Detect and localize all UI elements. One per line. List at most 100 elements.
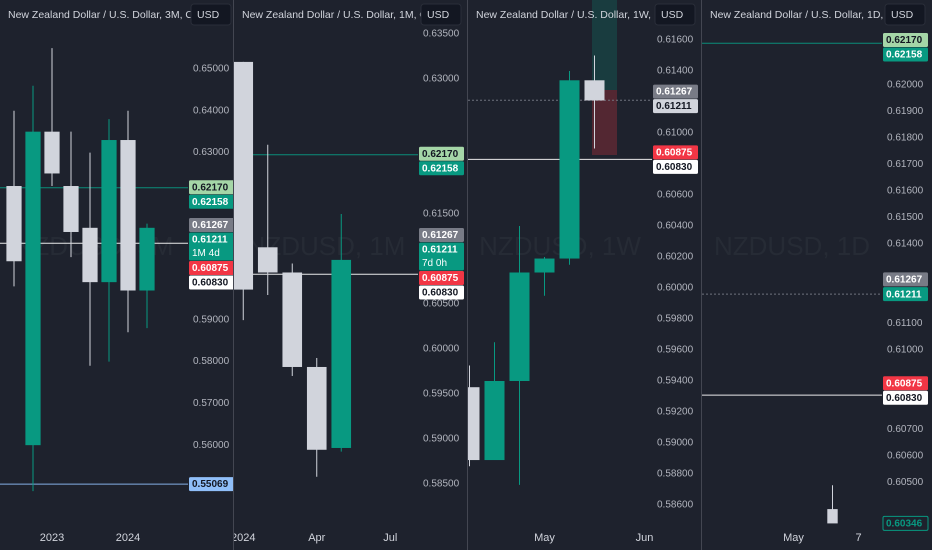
price-badge-label: 0.60875 [656, 148, 693, 159]
price-badge [883, 390, 928, 405]
y-tick-label: 0.59400 [657, 376, 694, 387]
currency-label: USD [427, 9, 450, 21]
currency-button [654, 3, 696, 26]
y-tick-label: 0.59800 [657, 314, 694, 325]
candle-body [509, 272, 530, 382]
y-tick-label: 0.61000 [887, 345, 924, 356]
chart-panel: NZDUSD, 1W May Jun 0.58600 0.58800 0.59000 0.5… [468, 0, 698, 544]
y-tick-label: 0.58000 [193, 356, 230, 367]
price-badge-label: 0.61211 [656, 101, 692, 112]
price-badge [653, 145, 698, 160]
chart-title: New Zealand Dollar / U.S. Dollar, 3M, O [8, 9, 194, 21]
y-tick-label: 0.59000 [193, 314, 230, 325]
y-tick-label: 0.58800 [657, 469, 694, 480]
price-badge [653, 159, 698, 174]
y-tick-label: 0.61400 [887, 239, 924, 250]
chart-panel: NZDUSD, 1D May 7 0.60500 0.60600 0.60700 0.610… [702, 3, 929, 544]
countdown-label: 7d 0h [422, 258, 447, 269]
y-tick-label: 0.65000 [193, 64, 230, 75]
candle-body [234, 61, 254, 290]
y-tick-label: 0.61100 [887, 318, 923, 329]
x-tick-label: May [534, 532, 555, 544]
price-badge [883, 376, 928, 391]
currency-label: USD [891, 9, 914, 21]
price-badge [189, 232, 233, 261]
candle-body [584, 80, 605, 101]
price-badge-label: 0.61211 [422, 245, 458, 256]
y-tick-label: 0.60500 [887, 477, 924, 488]
y-tick-label: 0.61500 [887, 212, 924, 223]
y-tick-label: 0.60000 [423, 344, 460, 355]
price-badge-label: 0.60830 [656, 162, 693, 173]
y-tick-label: 0.61900 [887, 106, 924, 117]
y-tick-label: 0.59000 [657, 438, 694, 449]
currency-button [884, 3, 926, 26]
candle-body [827, 509, 838, 524]
price-badge-label: 0.60875 [192, 263, 229, 274]
price-badge [653, 99, 698, 114]
y-tick-label: 0.63000 [193, 147, 230, 158]
chart-panel: NZDUSD, 1M 2024 Apr Jul 0.58500 0.59000 0.5950… [234, 3, 464, 544]
y-tick-label: 0.64000 [193, 105, 230, 116]
y-tick-label: 0.61600 [657, 35, 694, 46]
x-tick-label: Jul [383, 532, 397, 544]
candle-body [44, 131, 60, 174]
price-badge [189, 261, 233, 276]
y-tick-label: 0.61000 [657, 128, 694, 139]
y-tick-label: 0.60200 [657, 252, 694, 263]
x-tick-label: 2024 [234, 532, 255, 544]
price-badge-label: 0.62158 [886, 50, 923, 61]
x-tick-label: 2023 [40, 532, 64, 544]
panel-separator [701, 0, 702, 550]
candle-body [63, 186, 79, 232]
x-tick-label: 7 [855, 532, 861, 544]
y-tick-label: 0.60000 [657, 283, 694, 294]
price-badge [419, 285, 464, 300]
price-badge-label: 0.61267 [886, 274, 923, 285]
price-badge [419, 270, 464, 285]
candle-body [120, 140, 136, 291]
price-badge [419, 227, 464, 242]
candle-body [101, 140, 117, 283]
chart-title: New Zealand Dollar / U.S. Dollar, 1M, O [242, 9, 428, 21]
price-badge [189, 477, 233, 492]
currency-button [190, 3, 232, 26]
plot-area: NZDUSD, 1M [234, 61, 418, 477]
y-tick-label: 0.60600 [657, 190, 694, 201]
y-tick-label: 0.63000 [423, 74, 460, 85]
chart-panel: NZDUSD, 3M 2023 2024 0.56000 0.57000 0.58000 0… [0, 3, 233, 544]
currency-label: USD [661, 9, 684, 21]
price-badge [419, 242, 464, 271]
y-tick-label: 0.61800 [887, 133, 924, 144]
candle-body [282, 272, 303, 367]
candle-body [257, 247, 278, 273]
price-badge-label: 0.60830 [422, 288, 459, 299]
candle-body [25, 131, 41, 446]
y-tick-label: 0.62000 [887, 80, 924, 91]
price-badge-label: 0.55069 [192, 479, 229, 490]
price-badge [189, 180, 233, 195]
price-badge [189, 275, 233, 290]
price-badge-label: 0.62170 [192, 182, 229, 193]
y-tick-label: 0.60600 [887, 451, 924, 462]
candle-body [6, 186, 22, 262]
x-tick-label: 2024 [116, 532, 140, 544]
price-badge-label: 0.60346 [886, 519, 923, 530]
price-badge-label: 0.62158 [192, 197, 229, 208]
watermark: NZDUSD, 1D [714, 231, 870, 261]
y-tick-label: 0.58600 [657, 500, 694, 511]
price-badge [419, 146, 464, 161]
price-badge-label: 0.61211 [192, 235, 228, 246]
plot-area: NZDUSD, 1D [702, 42, 882, 524]
y-tick-label: 0.60400 [657, 221, 694, 232]
y-tick-label: 0.60700 [887, 424, 924, 435]
y-tick-label: 0.60500 [423, 299, 460, 310]
chart-title: New Zealand Dollar / U.S. Dollar, 1W, O [476, 9, 662, 21]
y-tick-label: 0.58500 [423, 479, 460, 490]
countdown-label: 1M 4d [192, 248, 220, 259]
plot-area: NZDUSD, 3M [0, 48, 188, 492]
price-badge [883, 33, 928, 48]
price-badge [883, 287, 928, 302]
candle-body [331, 259, 352, 448]
y-tick-label: 0.61400 [657, 66, 694, 77]
